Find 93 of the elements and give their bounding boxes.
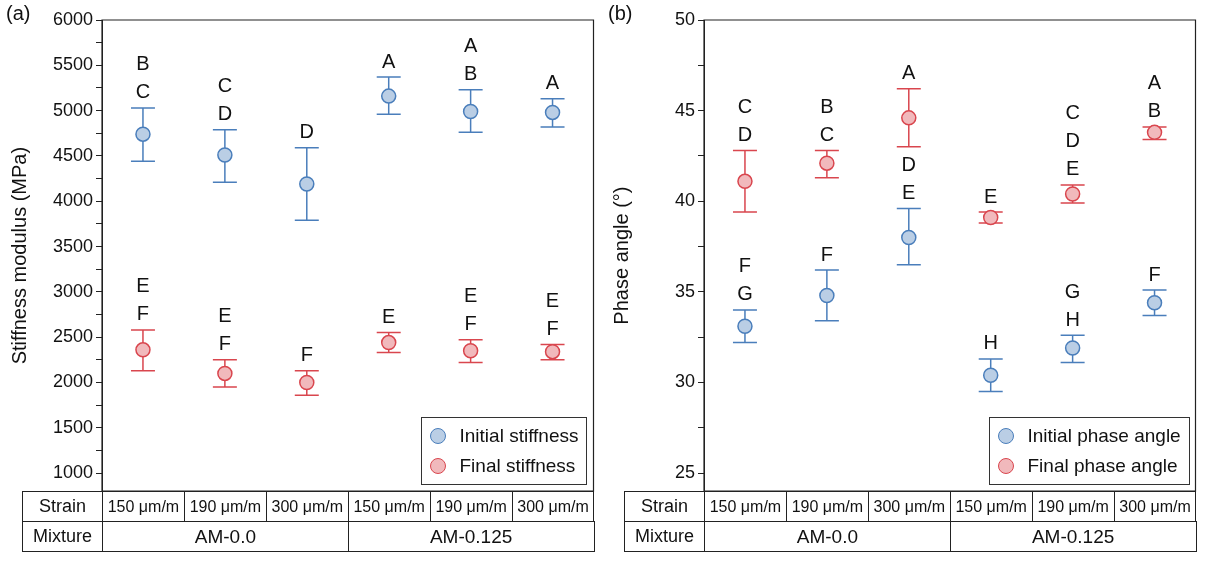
point: [737, 318, 753, 335]
y-tick-label: 2000: [52, 371, 93, 392]
data-label: E F: [218, 304, 232, 355]
point: [299, 176, 315, 192]
x-tick-label: 150 μm/m: [704, 491, 787, 523]
point: [901, 110, 917, 126]
point: [544, 104, 561, 121]
data-label: B C: [819, 95, 835, 145]
point: [135, 342, 151, 358]
point: [819, 287, 835, 304]
y-tick-label: 40: [674, 190, 695, 211]
point: [299, 374, 315, 391]
point: [217, 147, 233, 163]
data-label: E F: [463, 284, 478, 335]
point: [380, 88, 397, 104]
y-tick-label: 4000: [52, 190, 93, 211]
data-label: A: [902, 61, 917, 84]
data-label: F: [820, 242, 833, 265]
y-tick-label: 1500: [52, 416, 93, 437]
text: AM-0.125: [347, 521, 595, 553]
data-label: E F: [136, 274, 150, 325]
legend-label: Initial stiffness: [459, 425, 579, 448]
legend-label: Initial phase angle: [1027, 425, 1181, 448]
data-label: D E: [901, 153, 917, 203]
y-tick-label: 6000: [52, 8, 93, 29]
x-tick-label: 300 μm/m: [1113, 491, 1197, 523]
y-tick-label: 25: [674, 462, 695, 483]
data-label: A B: [463, 34, 478, 85]
data-label: A: [545, 71, 560, 94]
point: [544, 343, 561, 360]
data-label: D: [299, 120, 315, 143]
point: [737, 173, 753, 190]
point: [380, 334, 397, 351]
y-tick-label: 5000: [52, 99, 93, 120]
x-tick-label: 150 μm/m: [102, 491, 185, 523]
point: [217, 365, 233, 382]
legend-label: Final stiffness: [459, 455, 576, 478]
point: [135, 126, 151, 142]
y-tick-label: 1000: [52, 462, 93, 483]
x-tick-label: 190 μm/m: [1031, 491, 1115, 523]
x-axis-title: Strain: [624, 491, 705, 523]
text: Mixture: [624, 521, 705, 553]
y-axis-title: Phase angle (°): [609, 186, 632, 325]
x-tick-label: 150 μm/m: [347, 491, 431, 523]
y-axis-title: Stiffness modulus (MPa): [7, 146, 30, 365]
legend-label: Final phase angle: [1027, 455, 1178, 478]
y-tick-label: 5500: [52, 54, 93, 75]
data-label: E: [984, 184, 998, 207]
text: AM-0.125: [949, 521, 1197, 553]
point: [1064, 186, 1081, 202]
x-axis-title: Strain: [22, 491, 103, 523]
point: [819, 155, 835, 171]
data-label: F: [1148, 262, 1161, 285]
x-tick-label: 300 μm/m: [511, 491, 595, 523]
x-tick-label: 190 μm/m: [183, 491, 267, 523]
text: AM-0.0: [102, 521, 349, 553]
point: [982, 367, 999, 383]
text: AM-0.0: [704, 521, 951, 553]
point: [901, 229, 917, 246]
data-label: A: [382, 49, 397, 72]
point: [1064, 340, 1081, 356]
data-label: F: [300, 343, 313, 366]
point: [1146, 294, 1163, 311]
y-tick-label: 30: [674, 371, 695, 392]
x-tick-label: 190 μm/m: [785, 491, 869, 523]
data-label: C D E: [1065, 101, 1080, 180]
data-label: E F: [545, 288, 560, 339]
data-label: B C: [135, 52, 151, 103]
y-tick-label: 50: [674, 8, 695, 29]
point: [1146, 124, 1163, 141]
data-label: H: [983, 331, 998, 354]
data-label: E: [382, 305, 396, 328]
data-label: F G: [737, 254, 753, 305]
x-tick-label: 190 μm/m: [429, 491, 513, 523]
y-tick-label: 3500: [52, 235, 93, 256]
point: [462, 343, 479, 359]
point: [462, 103, 479, 120]
chart-title: (a): [6, 2, 31, 25]
data-label: A B: [1147, 71, 1162, 122]
data-label: G H: [1064, 279, 1081, 330]
y-tick-label: 35: [674, 280, 695, 301]
data-label: C D: [217, 74, 233, 125]
y-tick-label: 4500: [52, 144, 93, 165]
text: Mixture: [22, 521, 103, 553]
y-tick-label: 3000: [52, 280, 93, 301]
x-tick-label: 300 μm/m: [867, 491, 951, 523]
x-tick-label: 150 μm/m: [949, 491, 1033, 523]
x-tick-label: 300 μm/m: [265, 491, 349, 523]
y-tick-label: 2500: [52, 326, 93, 347]
point: [982, 209, 999, 226]
y-tick-label: 45: [674, 99, 695, 120]
chart-title: (b): [608, 2, 633, 25]
data-label: C D: [737, 95, 753, 145]
